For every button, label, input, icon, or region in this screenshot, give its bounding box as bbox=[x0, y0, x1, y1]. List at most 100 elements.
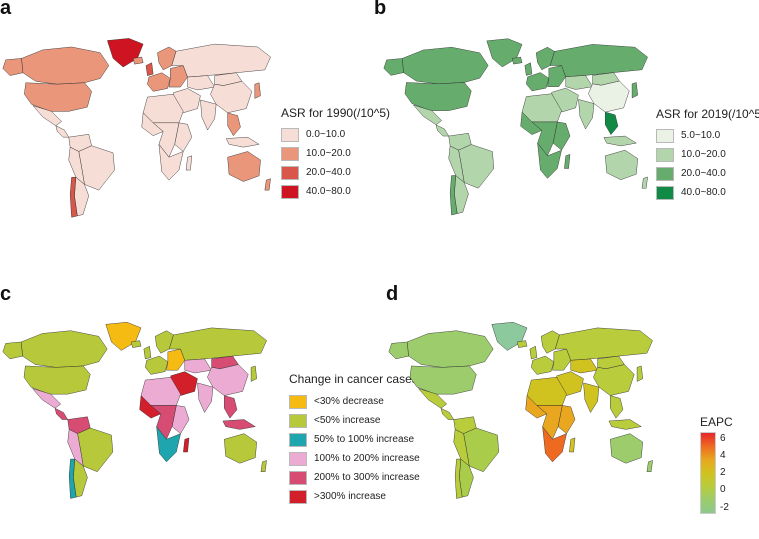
map-b bbox=[383, 38, 648, 216]
panel-c: c Change in cancer cases <30% decrease <5… bbox=[0, 266, 420, 533]
legend-b-items: 5.0~10.0 10.0~20.0 20.0~40.0 40.0~80.0 bbox=[656, 126, 759, 202]
map-c bbox=[2, 322, 267, 499]
legend-c-item: 50% to 100% increase bbox=[289, 430, 420, 449]
region-scandinavia bbox=[154, 330, 174, 354]
region-indonesia bbox=[608, 419, 642, 430]
legend-label: 10.0~20.0 bbox=[681, 149, 726, 160]
region-iceland bbox=[511, 56, 523, 65]
region-kazakh bbox=[570, 358, 598, 374]
region-india bbox=[197, 382, 214, 413]
region-scandinavia bbox=[540, 330, 560, 354]
legend-c-item: <30% decrease bbox=[289, 392, 420, 411]
region-india bbox=[200, 99, 217, 131]
region-canada bbox=[20, 330, 108, 368]
panel-b: b ASR for 2019(/10^5) 5.0~10.0 10.0~20.0 2… bbox=[374, 0, 759, 265]
legend-swatch bbox=[656, 147, 674, 162]
region-japan bbox=[631, 82, 638, 99]
legend-d-title: EAPC bbox=[700, 415, 733, 429]
region-madagascar bbox=[569, 437, 576, 453]
legend-swatch bbox=[656, 185, 674, 200]
region-china bbox=[593, 364, 635, 396]
region-uk bbox=[529, 345, 538, 360]
region-japan bbox=[254, 82, 261, 99]
region-w-europe bbox=[145, 355, 169, 375]
colorbar-tick-label: 0 bbox=[720, 484, 726, 496]
region-mexico bbox=[418, 388, 447, 409]
region-china bbox=[207, 364, 249, 396]
legend-a-item: 20.0~40.0 bbox=[281, 163, 390, 182]
panel-a: a ASR for 1990(/10^5) 0.0~10.0 10.0~20.0 2… bbox=[0, 0, 390, 265]
region-central-am bbox=[54, 408, 68, 420]
region-se-asia bbox=[605, 111, 619, 135]
map-d bbox=[388, 322, 653, 499]
legend-d: EAPC 6 4 2 0 -2 bbox=[698, 415, 758, 515]
legend-c-item: 200% to 300% increase bbox=[289, 468, 420, 487]
region-uk bbox=[145, 62, 154, 76]
legend-b-item: 5.0~10.0 bbox=[656, 126, 759, 145]
legend-b: ASR for 2019(/10^5) 5.0~10.0 10.0~20.0 20.… bbox=[656, 107, 759, 202]
region-scandinavia bbox=[535, 46, 555, 70]
legend-label: 200% to 300% increase bbox=[314, 472, 420, 483]
legend-label: 20.0~40.0 bbox=[681, 168, 726, 179]
region-australia bbox=[605, 149, 638, 180]
panel-d-letter: d bbox=[386, 283, 399, 305]
legend-c-item: <50% increase bbox=[289, 411, 420, 430]
region-new-zealand bbox=[641, 176, 648, 189]
region-canada bbox=[406, 330, 494, 368]
region-s-africa bbox=[537, 142, 562, 179]
legend-label: 5.0~10.0 bbox=[681, 130, 721, 141]
region-se-asia bbox=[224, 395, 238, 419]
map-a bbox=[2, 38, 271, 218]
region-madagascar bbox=[183, 437, 190, 453]
region-madagascar bbox=[185, 155, 193, 171]
legend-swatch bbox=[281, 165, 299, 180]
region-chile bbox=[68, 458, 77, 499]
legend-a-items: 0.0~10.0 10.0~20.0 20.0~40.0 40.0~80.0 bbox=[281, 125, 390, 201]
region-australia bbox=[610, 433, 643, 464]
region-russia bbox=[171, 43, 271, 78]
region-india bbox=[583, 382, 600, 413]
legend-label: 100% to 200% increase bbox=[314, 453, 420, 464]
legend-label: >300% increase bbox=[314, 491, 386, 502]
legend-label: 0.0~10.0 bbox=[306, 129, 346, 140]
region-chile bbox=[454, 458, 463, 499]
legend-swatch bbox=[656, 128, 674, 143]
region-chile bbox=[449, 175, 458, 216]
region-mexico bbox=[32, 105, 62, 126]
region-uk bbox=[524, 62, 533, 76]
legend-swatch bbox=[281, 184, 299, 199]
colorbar-tick-label: -2 bbox=[720, 501, 729, 513]
legend-a-item: 0.0~10.0 bbox=[281, 125, 390, 144]
region-w-europe bbox=[147, 72, 171, 92]
legend-swatch bbox=[289, 489, 307, 504]
region-w-europe bbox=[526, 72, 550, 92]
region-russia bbox=[169, 327, 267, 361]
region-w-africa bbox=[139, 395, 162, 419]
colorbar-tick-label: 2 bbox=[720, 467, 726, 479]
region-new-zealand bbox=[260, 460, 267, 472]
legend-a-item: 40.0~80.0 bbox=[281, 182, 390, 201]
region-kazakh bbox=[184, 358, 212, 374]
region-s-africa bbox=[542, 426, 567, 463]
legend-a-item: 10.0~20.0 bbox=[281, 144, 390, 163]
region-usa bbox=[404, 82, 472, 111]
region-chile bbox=[69, 177, 78, 218]
region-mexico bbox=[32, 388, 61, 409]
region-usa bbox=[23, 365, 91, 395]
region-w-europe bbox=[531, 355, 555, 375]
region-indonesia bbox=[603, 135, 637, 147]
region-central-am bbox=[440, 408, 454, 420]
region-usa bbox=[409, 365, 477, 395]
region-iceland bbox=[132, 56, 144, 65]
region-indonesia bbox=[225, 136, 260, 148]
region-s-africa bbox=[158, 144, 184, 181]
legend-c-item: 100% to 200% increase bbox=[289, 449, 420, 468]
region-new-zealand bbox=[646, 460, 653, 472]
region-india bbox=[578, 99, 595, 130]
legend-label: 40.0~80.0 bbox=[306, 186, 351, 197]
region-new-zealand bbox=[264, 178, 271, 191]
legend-c-item: >300% increase bbox=[289, 487, 420, 506]
colorbar-tick-label: 4 bbox=[720, 450, 726, 462]
region-china bbox=[210, 81, 253, 114]
legend-c: Change in cancer cases <30% decrease <50%… bbox=[289, 372, 420, 506]
